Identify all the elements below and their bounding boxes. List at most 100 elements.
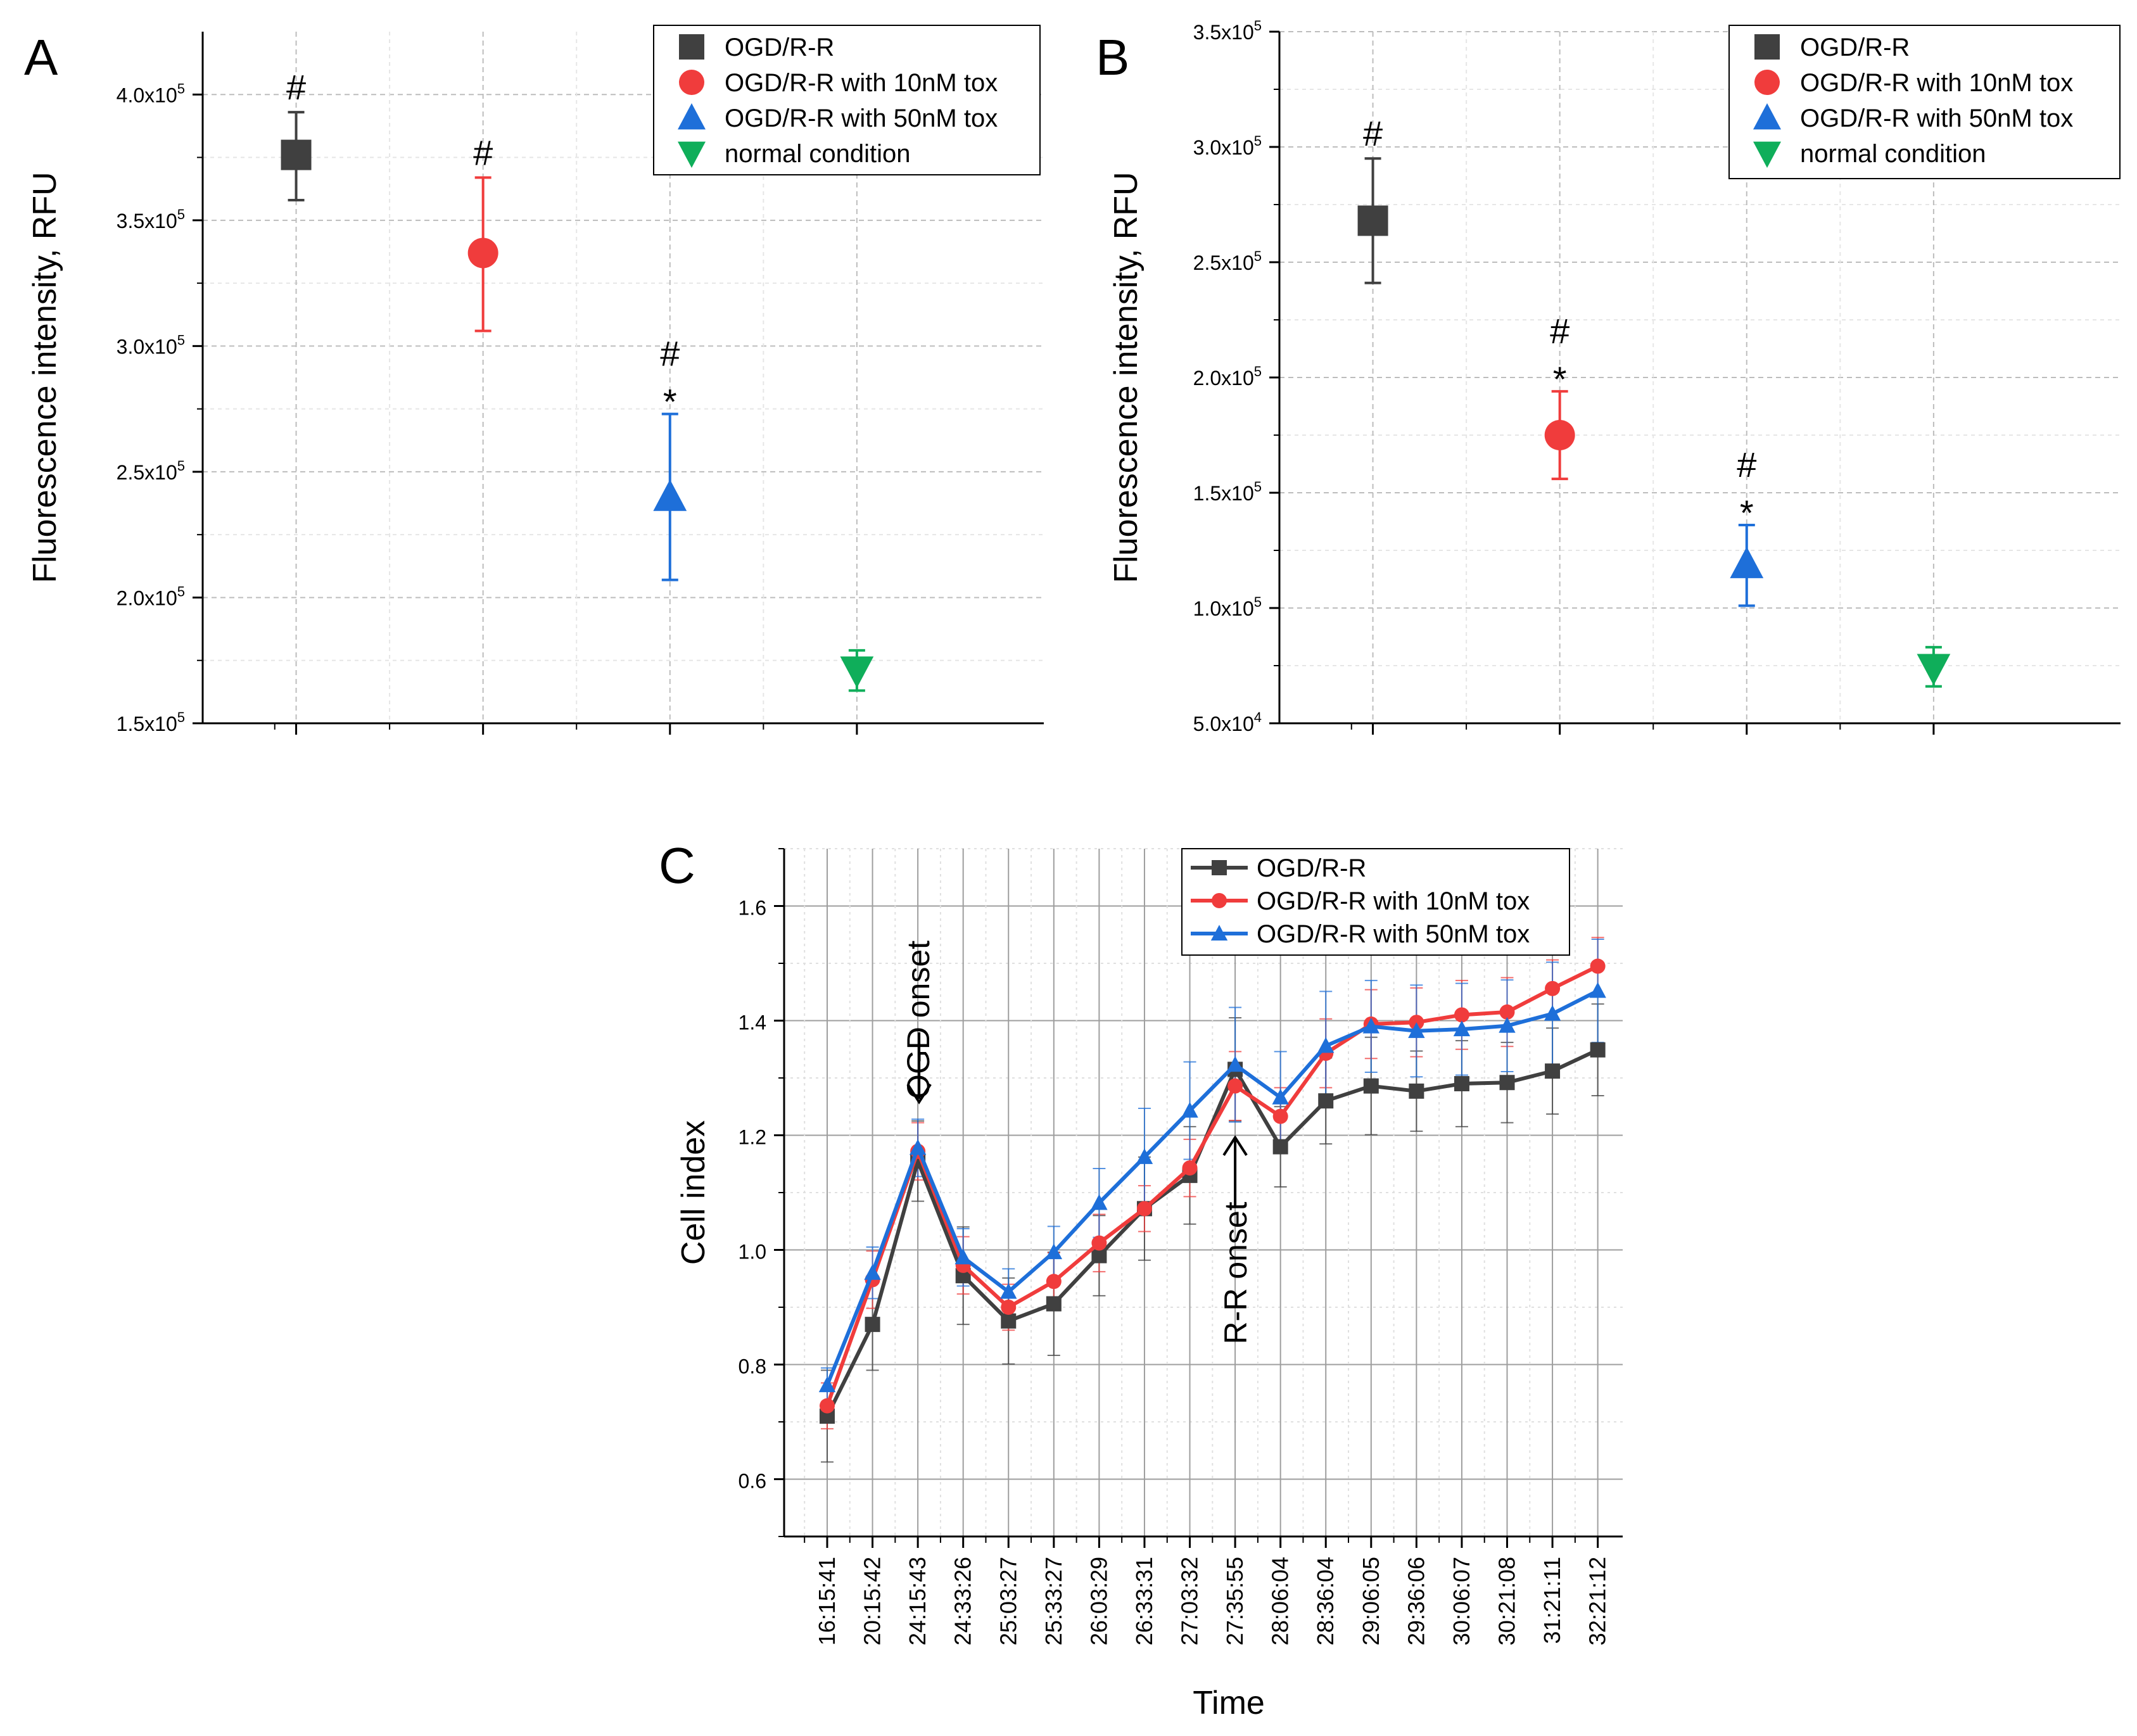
legend: OGD/R-R OGD/R-R with 10nM tox OGD/R-R with… [653,25,1041,175]
legend-marker [1753,103,1781,130]
panel-label: A [24,29,58,86]
x-tick-label: 29:06:05 [1358,1557,1384,1645]
y-tick-label: 3.0x105 [1193,133,1262,159]
data-point [1362,1017,1379,1034]
data-point [1730,547,1764,578]
data-point [1409,1083,1424,1099]
data-point [1453,1020,1471,1037]
data-point [1045,1243,1063,1260]
legend-marker [1212,893,1227,908]
series-circle [820,937,1604,1429]
data-point [1454,1007,1469,1023]
y-tick-label: 3.5x105 [1193,18,1262,44]
y-tick-label: 1.0x105 [1193,594,1262,620]
legend-marker [1210,925,1228,941]
significance-hash: # [473,132,493,172]
panel-label: C [659,837,695,894]
data-point [653,479,687,511]
series-line-group [819,1042,1606,1424]
legend-label: OGD/R-R with 50nM tox [725,105,998,132]
y-tick-label: 2.0x105 [117,583,185,609]
y-tick-label: 5.0x104 [1193,709,1262,735]
x-tick-label: 27:35:55 [1222,1557,1248,1645]
panel-c: C 0.6 0.8 1.0 1.2 1.4 1.6 16:15:41 20:15:42 24:15… [659,837,1623,1721]
ogd-onset-arrowhead [906,1083,932,1105]
data-point [1499,1075,1515,1091]
y-axis-title: Fluorescence intensity, RFU [27,172,63,583]
data-point [1000,1283,1017,1299]
panel-label: B [1096,29,1129,86]
x-tick-label: 30:21:08 [1494,1557,1520,1645]
data-point [1226,1056,1244,1072]
legend-marker [678,141,706,168]
data-point [1499,1017,1516,1033]
x-tick-label: 29:36:06 [1403,1557,1429,1645]
data-point [1046,1274,1062,1289]
y-tick-label: 1.6 [739,897,766,920]
legend-marker [679,34,704,60]
legend-marker [1753,141,1781,168]
legend-label: OGD/R-R with 10nM tox [725,69,998,97]
data-point [1589,982,1606,998]
x-tick-label: 25:03:27 [995,1557,1021,1645]
data-point [864,1264,881,1280]
y-tick-label: 1.0 [739,1241,766,1264]
legend-label: OGD/R-R with 10nM tox [1257,887,1530,915]
legend-label: OGD/R-R [1800,34,1910,61]
data-point [1499,1004,1515,1020]
data-point [1046,1296,1062,1312]
data-point [281,139,312,170]
y-tick-label: 1.4 [739,1011,766,1034]
x-tick-label: 28:06:04 [1267,1557,1293,1645]
data-point [1590,1042,1606,1058]
data-point [1544,420,1575,450]
legend-marker [678,103,706,130]
significance-star: * [663,382,677,422]
significance-hash: # [1550,311,1569,351]
data-point [1001,1300,1017,1315]
data-point [1136,1148,1153,1164]
x-tick-label: 20:15:42 [859,1557,885,1645]
y-tick-label: 3.5x105 [117,206,185,232]
x-tick-label: 26:03:29 [1086,1557,1112,1645]
x-tick-label: 28:36:04 [1312,1557,1338,1645]
data-point [1091,1194,1108,1210]
legend-marker [1212,860,1227,875]
y-tick-label: 4.0x105 [117,80,185,106]
data-point [1091,1235,1107,1251]
data-point [1001,1313,1017,1329]
data-point [865,1317,880,1333]
legend-box [1728,25,2121,179]
data-point [1182,1160,1198,1176]
y-tick-label: 1.5x105 [117,709,185,735]
data-point [1272,1088,1289,1105]
legend-label: OGD/R-R with 50nM tox [1257,920,1530,948]
legend-marker [1754,70,1780,95]
legend-label: OGD/R-R with 50nM tox [1800,105,2073,132]
legend-box [653,25,1041,175]
data-point [1545,980,1561,996]
y-tick-label: 1.2 [739,1126,766,1149]
panel-b: B 5.0x104 1.0x105 1.5x105 2.0x105 2.5x105 3.0x… [1096,18,2121,735]
legend: OGD/R-R OGD/R-R with 10nM tox OGD/R-R with… [1728,25,2121,179]
data-point [1454,1076,1469,1092]
data-point [1917,654,1951,686]
data-point [1357,205,1388,236]
series-line [825,989,1599,1386]
panel-a: A 1.5x105 2.0x105 2.5x105 3.0x105 3.5x105 4.0x… [24,25,1044,735]
x-tick-label: 26:33:31 [1131,1557,1157,1645]
series-line [825,1048,1599,1417]
data-point [1363,1078,1379,1094]
x-tick-label: 25:33:27 [1041,1557,1067,1645]
y-axis-title: Cell index [675,1120,712,1265]
legend-marker [679,70,704,95]
y-tick-label: 2.5x105 [117,458,185,484]
x-axis-title: Time [1193,1685,1265,1721]
x-tick-label: 32:21:12 [1585,1557,1611,1645]
y-tick-label: 3.0x105 [117,332,185,358]
data-point [1181,1101,1198,1118]
rr-onset-arrowhead [1222,1135,1248,1156]
y-tick-label: 0.8 [739,1355,766,1378]
significance-hash: # [286,67,306,107]
